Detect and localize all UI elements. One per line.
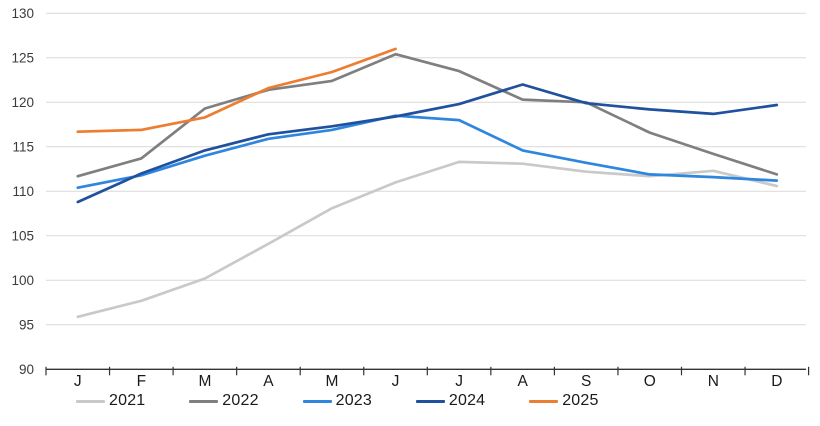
legend-label-2025: 2025 — [562, 392, 599, 409]
legend-label-2023: 2023 — [335, 392, 372, 409]
legend-item-2021: 2021 — [76, 390, 145, 412]
x-axis-label-1: F — [137, 373, 146, 390]
series-line-2025 — [76, 47, 397, 134]
y-axis-label-115: 115 — [12, 139, 34, 154]
x-axis-label-0: J — [74, 373, 82, 390]
x-axis-label-4: M — [326, 373, 339, 390]
y-axis-label-95: 95 — [19, 317, 34, 332]
x-axis-label-5: J — [392, 373, 400, 390]
x-axis-label-9: O — [644, 373, 656, 390]
x-axis-label-2: M — [198, 373, 211, 390]
legend-swatch-2021 — [76, 399, 105, 403]
line-chart-plot-area: 90 95 100 105 110 115 120 125 130 J F M A M J J A S O N D — [11, 6, 810, 390]
y-axis-label-120: 120 — [11, 95, 34, 110]
x-axis-label-6: J — [455, 373, 463, 390]
series-line-2021 — [76, 160, 779, 319]
series-line-2023 — [76, 114, 779, 190]
series-line-2022 — [76, 52, 779, 178]
y-axis-label-130: 130 — [11, 6, 34, 21]
legend-swatch-2023 — [302, 399, 332, 403]
legend-label-2021: 2021 — [109, 392, 146, 409]
legend-item-2024: 2024 — [415, 390, 486, 412]
y-axis-label-110: 110 — [12, 184, 34, 199]
legend-item-2023: 2023 — [302, 390, 372, 412]
legend-item-2022: 2022 — [189, 390, 259, 412]
x-axis-label-7: A — [517, 373, 528, 390]
x-axis-label-8: S — [581, 373, 591, 390]
y-axis-label-90: 90 — [19, 362, 34, 377]
legend-swatch-2024 — [415, 399, 445, 403]
y-axis-label-100: 100 — [11, 273, 34, 288]
y-axis-label-105: 105 — [11, 228, 34, 243]
legend-swatch-2025 — [529, 399, 559, 403]
legend-swatch-2022 — [189, 399, 219, 403]
x-axis-label-3: A — [263, 373, 274, 390]
y-axis-label-125: 125 — [11, 50, 34, 65]
chart-legend: 2021 2022 2023 2024 2025 — [0, 390, 820, 416]
x-axis-label-10: N — [708, 373, 719, 390]
x-axis-label-11: D — [771, 373, 782, 390]
series-line-2024 — [76, 83, 779, 204]
legend-label-2024: 2024 — [448, 392, 486, 409]
legend-item-2025: 2025 — [529, 390, 598, 412]
legend-label-2022: 2022 — [222, 392, 259, 409]
